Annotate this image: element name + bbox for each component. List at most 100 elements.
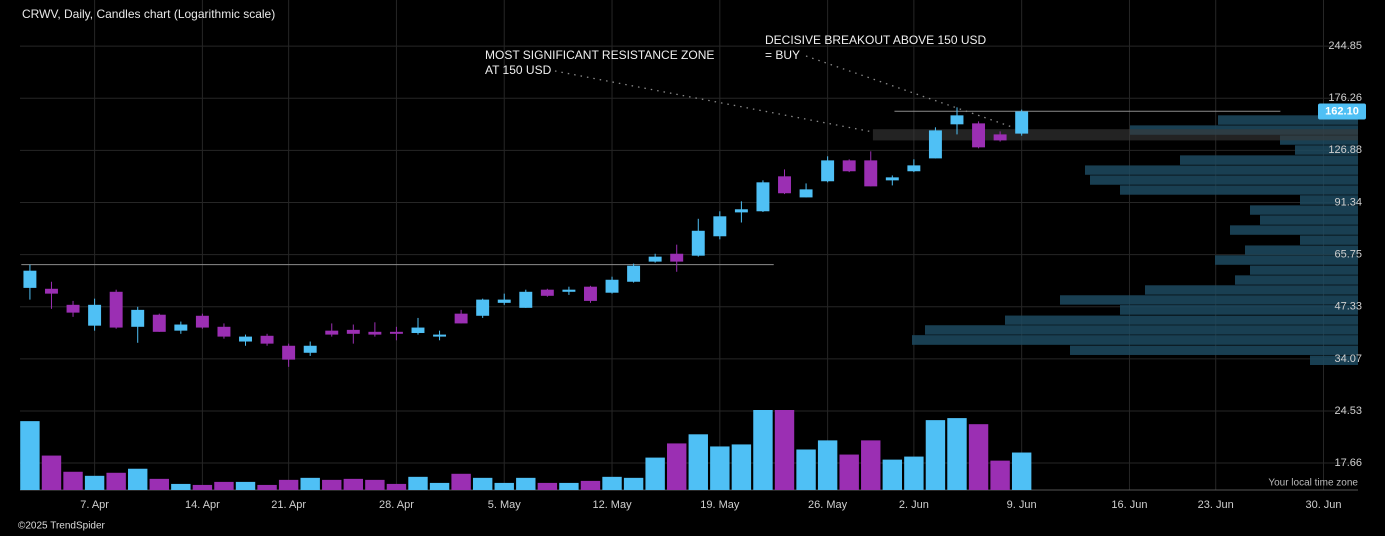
candle-body	[368, 331, 382, 335]
candle-body	[88, 304, 102, 326]
profile-bar	[1070, 345, 1358, 355]
candle-body	[1015, 111, 1029, 134]
volume-bar	[192, 484, 213, 490]
volume-bar	[494, 482, 514, 490]
annotation: DECISIVE BREAKOUT ABOVE 150 USD	[765, 33, 987, 47]
y-tick-label: 47.33	[1334, 301, 1362, 313]
volume-bar	[882, 459, 903, 490]
volume-bar	[688, 434, 708, 490]
volume-bar	[796, 449, 816, 490]
x-tick-label: 19. May	[700, 499, 740, 511]
candle-body	[605, 279, 619, 293]
volume-bar	[559, 482, 579, 490]
candle-body	[864, 160, 878, 187]
volume-bar	[968, 424, 989, 490]
volume-bar	[429, 482, 450, 490]
y-tick-label: 17.66	[1334, 457, 1362, 469]
volume-bar	[990, 460, 1010, 490]
x-tick-label: 28. Apr	[379, 499, 414, 511]
y-tick-label: 176.26	[1328, 92, 1362, 104]
profile-bar	[1180, 155, 1358, 165]
volume-bar	[667, 443, 687, 490]
levels	[21, 110, 1358, 266]
candle-body	[756, 182, 770, 212]
volume-bar	[41, 455, 62, 490]
profile-bar	[1310, 355, 1358, 365]
candle-body	[282, 345, 296, 360]
y-tick-label: 24.53	[1334, 405, 1362, 417]
annotation: MOST SIGNIFICANT RESISTANCE ZONE	[485, 48, 714, 62]
candle-body	[260, 335, 274, 344]
y-tick-label: 91.34	[1334, 196, 1362, 208]
volume-bar	[408, 476, 428, 490]
profile-bar	[1120, 305, 1358, 315]
volume-bar	[623, 477, 644, 490]
candle-body	[885, 177, 899, 181]
profile-bar	[925, 325, 1358, 335]
volume-bar	[537, 482, 558, 490]
candle-body	[821, 160, 835, 182]
y-tick-label: 65.75	[1334, 248, 1362, 260]
volume-bar	[365, 479, 385, 490]
volume-bar	[753, 410, 773, 490]
volume-bar	[84, 475, 105, 490]
candle-body	[993, 134, 1007, 141]
candle-body	[648, 256, 662, 262]
volume-bar	[257, 484, 277, 490]
candle-body	[713, 216, 727, 237]
profile-bar	[1090, 175, 1358, 185]
volume-bar	[580, 480, 601, 490]
profile-bar	[1145, 285, 1358, 295]
candle-body	[23, 270, 37, 288]
candle-body	[411, 327, 425, 334]
volume-bar	[731, 444, 752, 490]
profile-bar	[1218, 115, 1358, 125]
x-tick-label: 7. Apr	[80, 499, 109, 511]
timezone-note: Your local time zone	[1268, 478, 1358, 489]
x-tick-label: 26. May	[808, 499, 848, 511]
volume-bar	[1011, 452, 1032, 490]
candle-body	[174, 324, 188, 331]
candle-body	[454, 313, 468, 324]
x-tick-label: 2. Jun	[899, 499, 929, 511]
chart-title: CRWV, Daily, Candles chart (Logarithmic …	[22, 7, 275, 21]
candles	[23, 107, 1029, 367]
candle-body	[584, 286, 597, 301]
profile-bar	[1235, 275, 1358, 285]
volume-bar	[386, 483, 407, 490]
candle-body	[303, 345, 317, 353]
last-price-label: 162.10	[1325, 105, 1359, 117]
candle-body	[152, 314, 166, 332]
volume-bar	[947, 418, 967, 490]
candle-body	[972, 123, 986, 148]
candle-body	[691, 230, 705, 256]
x-tick-label: 30. Jun	[1305, 499, 1341, 511]
candle-body	[131, 309, 145, 327]
candle-body	[907, 165, 921, 172]
candle-body	[325, 330, 339, 335]
candle-body	[433, 334, 447, 337]
volume-bar	[214, 481, 234, 490]
volume-bar	[171, 483, 191, 490]
y-tick-label: 34.07	[1334, 353, 1362, 365]
volume-bar	[343, 478, 364, 490]
volume-bar	[128, 468, 148, 490]
profile-bar	[1005, 315, 1358, 325]
candle-body	[842, 160, 856, 172]
candle-body	[734, 209, 748, 213]
volume-bar	[839, 454, 859, 490]
profile-bar	[1060, 295, 1358, 305]
candle-body	[109, 291, 123, 328]
volume-bar	[106, 472, 126, 490]
volume-bar	[20, 421, 40, 490]
volume-bar	[322, 479, 342, 490]
volume-bar	[710, 446, 730, 490]
x-tick-label: 9. Jun	[1007, 499, 1037, 511]
volume-bar	[451, 473, 471, 490]
profile-bar	[1260, 215, 1358, 225]
copyright: ©2025 TrendSpider	[18, 521, 106, 532]
profile-bar	[1120, 185, 1358, 195]
annotation: = BUY	[765, 48, 800, 62]
volume-bar	[904, 456, 924, 490]
